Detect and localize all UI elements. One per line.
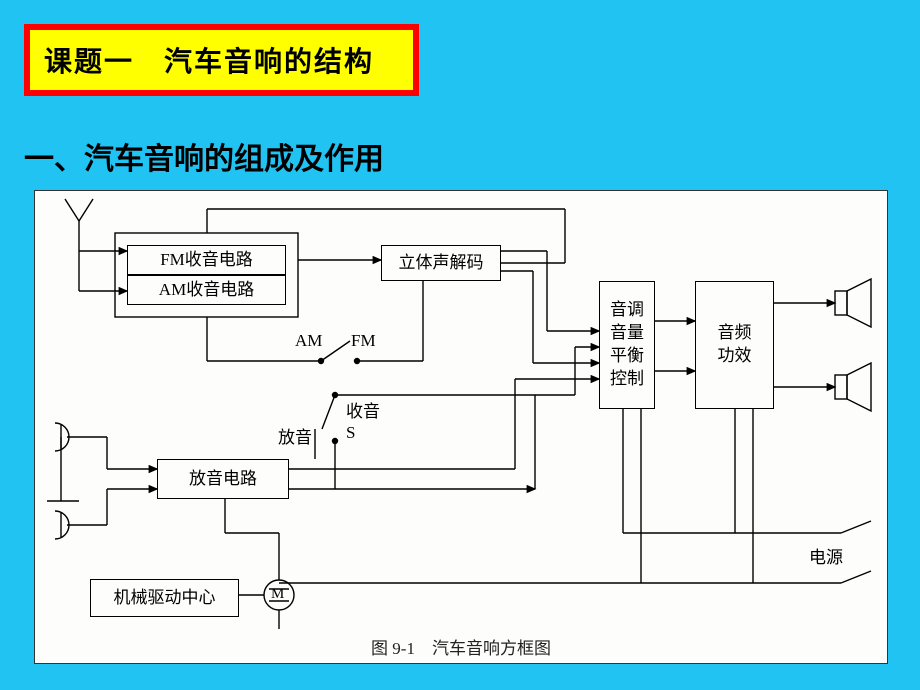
- diagram-caption: 图 9-1 汽车音响方框图: [371, 634, 551, 659]
- box-label: 音调 音量 平衡 控制: [610, 299, 644, 391]
- box-play-circuit: 放音电路: [157, 459, 289, 499]
- box-label: 放音电路: [189, 468, 257, 491]
- box-label: FM收音电路: [160, 249, 253, 272]
- box-stereo-decode: 立体声解码: [381, 245, 501, 281]
- box-label: 立体声解码: [399, 252, 484, 275]
- box-label: AM收音电路: [159, 279, 254, 302]
- box-audio-amp: 音频 功效: [695, 281, 774, 409]
- section-heading: 一、汽车音响的组成及作用: [24, 134, 384, 178]
- box-label: 音频 功效: [718, 322, 752, 368]
- title-text: 课题一 汽车音响的结构: [44, 40, 374, 80]
- label-motor-m: M: [271, 586, 284, 603]
- box-label: 机械驱动中心: [114, 587, 216, 610]
- box-am-radio: AM收音电路: [127, 275, 286, 305]
- label-am: AM: [295, 331, 322, 351]
- label-fm: FM: [351, 331, 376, 351]
- box-fm-radio: FM收音电路: [127, 245, 286, 275]
- box-mechanical-drive: 机械驱动中心: [90, 579, 239, 617]
- label-play: 放音: [278, 423, 312, 448]
- title-box: 课题一 汽车音响的结构: [24, 24, 419, 96]
- label-switch-s: S: [346, 423, 355, 443]
- label-power: 电源: [809, 543, 843, 568]
- box-tone-volume: 音调 音量 平衡 控制: [599, 281, 655, 409]
- label-radio: 收音: [346, 397, 380, 422]
- diagram-area: FM收音电路 AM收音电路 立体声解码 音调 音量 平衡 控制 音频 功效 放音…: [34, 190, 888, 664]
